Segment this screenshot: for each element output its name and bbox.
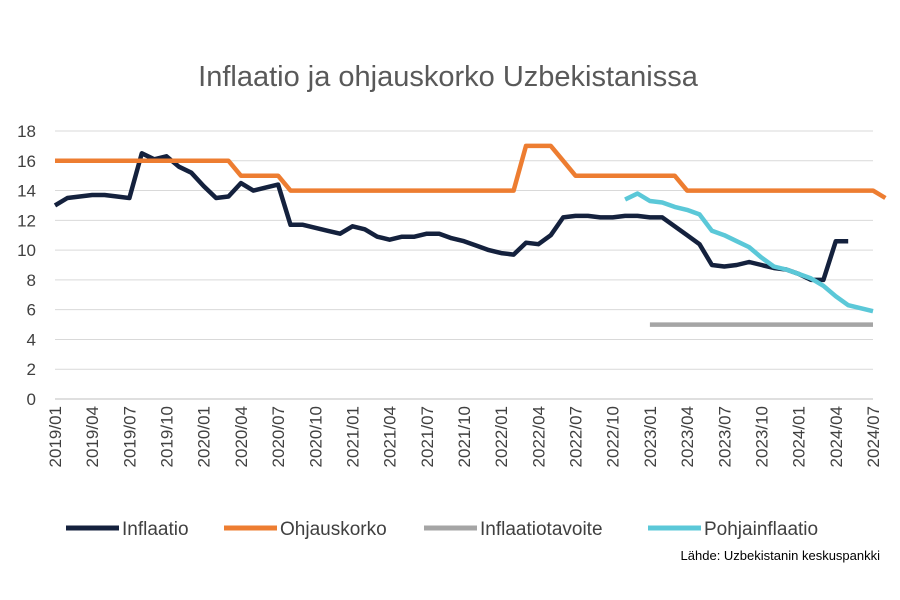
x-tick-label: 2020/07	[269, 406, 288, 467]
legend-label-pohjainflaatio: Pohjainflaatio	[704, 519, 818, 540]
chart-title: Inflaatio ja ohjauskorko Uzbekistanissa	[198, 61, 699, 93]
y-tick-label: 18	[17, 122, 36, 141]
legend-label-ohjauskorko: Ohjauskorko	[280, 519, 387, 540]
x-tick-label: 2021/04	[381, 406, 400, 467]
y-tick-label: 10	[17, 241, 36, 260]
series-line-inflaatio	[53, 151, 849, 283]
y-tick-label: 14	[17, 182, 36, 201]
x-tick-label: 2023/01	[641, 406, 660, 467]
y-tick-label: 12	[17, 211, 36, 230]
legend-label-inflaatiotavoite: Inflaatiotavoite	[480, 519, 603, 540]
series-line-ohjauskorko	[55, 143, 887, 200]
y-tick-label: 0	[27, 390, 36, 409]
gridlines	[55, 130, 873, 400]
x-tick-label: 2019/07	[120, 406, 139, 467]
x-tick-label: 2020/10	[306, 406, 325, 467]
x-tick-label: 2023/07	[715, 406, 734, 467]
y-tick-label: 8	[27, 271, 36, 290]
y-axis-ticks: 0 2 4 6 8 10 12 14 16 18	[17, 122, 36, 409]
x-tick-label: 2023/04	[678, 406, 697, 467]
x-tick-label: 2020/04	[232, 406, 251, 467]
y-tick-label: 16	[17, 152, 36, 171]
x-tick-label: 2022/07	[567, 406, 586, 467]
y-tick-label: 2	[27, 360, 36, 379]
x-tick-label: 2024/04	[827, 406, 846, 467]
x-tick-label: 2024/07	[864, 406, 883, 467]
x-tick-label: 2024/01	[790, 406, 809, 467]
x-tick-label: 2022/10	[604, 406, 623, 467]
y-tick-label: 6	[27, 301, 36, 320]
source-note: Lähde: Uzbekistanin keskuspankki	[681, 548, 881, 563]
series-line-pohjainflaatio	[624, 191, 874, 314]
x-tick-label: 2021/07	[418, 406, 437, 467]
x-tick-label: 2020/01	[195, 406, 214, 467]
x-tick-label: 2021/10	[455, 406, 474, 467]
x-tick-label: 2021/01	[343, 406, 362, 467]
x-tick-label: 2019/04	[83, 406, 102, 467]
y-tick-label: 4	[27, 330, 36, 349]
legend: Inflaatio Ohjauskorko Inflaatiotavoite Pohj…	[66, 519, 818, 540]
series-layer	[53, 143, 887, 327]
x-axis-ticks: 2019/01 2019/04 2019/07 2019/10 2020/01 2020/…	[46, 406, 883, 467]
legend-label-inflaatio: Inflaatio	[122, 519, 189, 540]
x-tick-label: 2023/10	[752, 406, 771, 467]
x-tick-label: 2022/04	[529, 406, 548, 467]
x-tick-label: 2022/01	[492, 406, 511, 467]
x-tick-label: 2019/10	[158, 406, 177, 467]
x-tick-label: 2019/01	[46, 406, 65, 467]
